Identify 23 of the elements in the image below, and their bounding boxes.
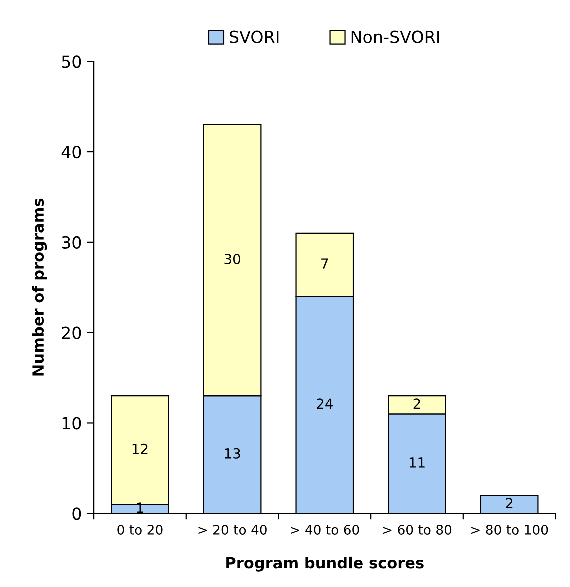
y-axis-title: Number of programs <box>32 198 48 376</box>
legend-label: SVORI <box>230 30 279 44</box>
data-label: 2 <box>414 398 420 409</box>
data-label: 24 <box>317 398 333 409</box>
data-label: 13 <box>225 448 240 459</box>
data-label: 7 <box>322 258 328 269</box>
y-tick-label: 50 <box>62 56 82 68</box>
data-label: 12 <box>132 444 148 454</box>
y-tick-label: 30 <box>62 236 82 249</box>
data-label: 2 <box>506 498 513 508</box>
y-tick-label: 20 <box>62 326 82 340</box>
x-tick-label: > 60 to 80 <box>383 524 452 535</box>
x-tick-label: > 40 to 60 <box>291 524 360 535</box>
data-label: 11 <box>410 458 425 468</box>
data-label: 30 <box>224 254 240 265</box>
legend-label: Non-SVORI <box>352 30 440 44</box>
x-tick-label: > 80 to 100 <box>472 524 548 535</box>
x-axis-title: Program bundle scores <box>226 556 424 572</box>
x-tick-label: 0 to 20 <box>118 524 163 535</box>
y-tick-label: 0 <box>72 508 82 520</box>
y-tick-label: 40 <box>62 146 82 159</box>
x-tick-label: > 20 to 40 <box>198 524 267 535</box>
y-tick-label: 10 <box>62 417 82 430</box>
